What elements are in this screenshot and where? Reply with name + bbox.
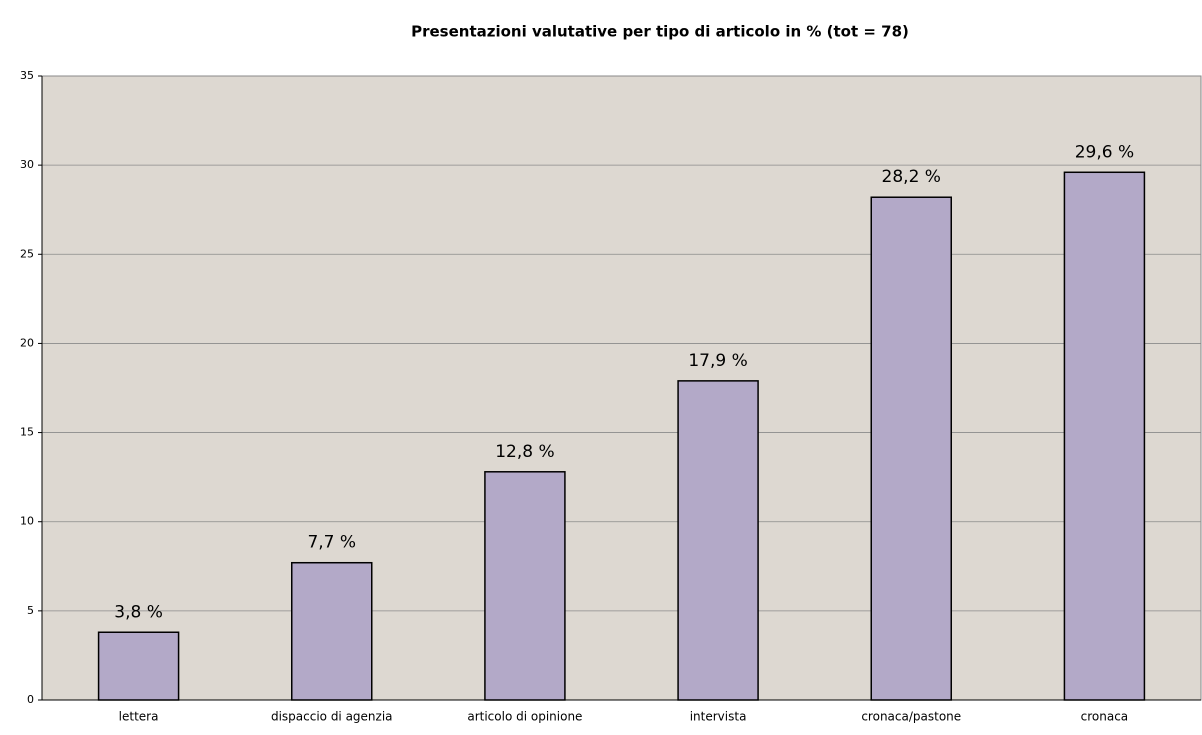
y-tick-label: 0 bbox=[27, 693, 34, 706]
bar bbox=[870, 196, 952, 701]
value-label: 17,9 % bbox=[688, 351, 747, 371]
value-label: 28,2 % bbox=[882, 167, 941, 187]
bar bbox=[484, 471, 566, 701]
y-tick-label: 25 bbox=[20, 247, 34, 260]
y-tick-label: 20 bbox=[20, 336, 34, 349]
x-tick-label: dispaccio di agenzia bbox=[271, 710, 393, 724]
x-tick-label: cronaca bbox=[1081, 710, 1129, 724]
bar bbox=[291, 561, 373, 701]
x-tick-label: intervista bbox=[690, 710, 747, 724]
y-tick-label: 5 bbox=[27, 604, 34, 617]
y-tick-label: 35 bbox=[20, 69, 34, 82]
value-label: 3,8 % bbox=[114, 602, 163, 622]
y-tick-label: 15 bbox=[20, 426, 34, 439]
x-tick-label: lettera bbox=[119, 710, 159, 724]
y-tick-label: 10 bbox=[20, 515, 34, 528]
value-label: 7,7 % bbox=[307, 533, 356, 553]
bar bbox=[1063, 171, 1146, 701]
plot-area bbox=[41, 75, 1202, 701]
bar bbox=[97, 631, 180, 701]
value-label: 12,8 % bbox=[495, 442, 554, 462]
bar bbox=[677, 380, 759, 701]
x-tick-label: articolo di opinione bbox=[467, 710, 582, 724]
y-tick-label: 30 bbox=[20, 158, 34, 171]
chart-title: Presentazioni valutative per tipo di art… bbox=[411, 23, 909, 41]
value-label: 29,6 % bbox=[1075, 142, 1134, 162]
x-tick-label: cronaca/pastone bbox=[861, 710, 961, 724]
